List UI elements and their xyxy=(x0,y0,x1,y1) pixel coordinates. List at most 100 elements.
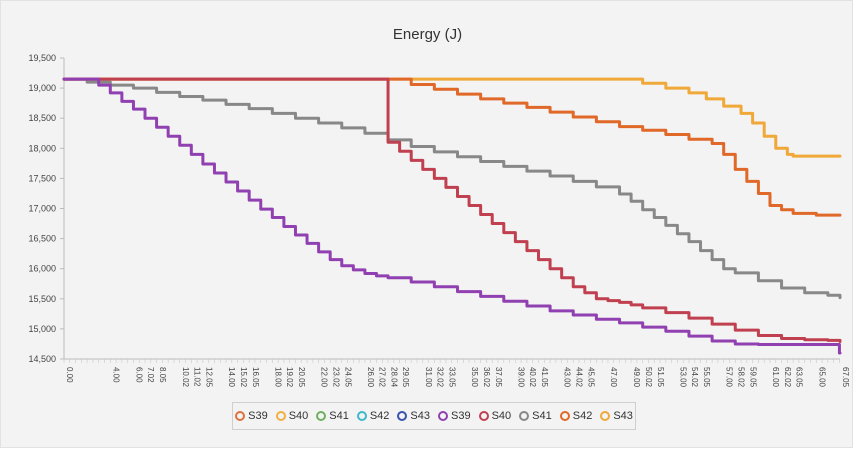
x-tick-label: 36.02 xyxy=(482,367,491,388)
x-tick-label: 6.00 xyxy=(134,367,143,383)
x-tick-label: 63.05 xyxy=(795,367,804,388)
legend-item[interactable]: S39 xyxy=(438,410,471,422)
legend-item[interactable]: S41 xyxy=(519,410,552,422)
x-tick-label: 4.00 xyxy=(111,367,120,383)
legend-item[interactable]: S41 xyxy=(316,410,349,422)
x-tick-label: 41.05 xyxy=(540,367,549,388)
x-tick-label: 37.05 xyxy=(494,367,503,388)
legend-marker-icon xyxy=(397,411,408,421)
legend-item[interactable]: S42 xyxy=(559,410,593,422)
legend-item[interactable]: S42 xyxy=(356,410,390,422)
legend-marker-icon xyxy=(275,411,286,421)
x-tick-label: 7.02 xyxy=(146,367,155,383)
x-tick-label: 51.05 xyxy=(656,367,665,388)
legend-label: S43 xyxy=(613,410,633,422)
legend-item[interactable]: S40 xyxy=(275,410,309,422)
y-tick-label: 18,500 xyxy=(28,113,56,123)
x-tick-label: 20.05 xyxy=(297,367,306,388)
x-tick-label: 33.05 xyxy=(448,367,457,388)
x-tick-label: 23.02 xyxy=(331,367,340,388)
legend-marker-icon xyxy=(356,411,367,421)
series-line-s41 xyxy=(62,77,842,300)
legend-label: S41 xyxy=(329,410,349,422)
x-tick-label: 55.05 xyxy=(702,367,711,388)
y-tick-label: 18,000 xyxy=(28,143,56,153)
x-tick-label: 65.00 xyxy=(817,367,826,388)
x-tick-label: 67.05 xyxy=(841,367,850,388)
legend-item[interactable]: S43 xyxy=(600,410,633,422)
legend-label: S42 xyxy=(369,410,390,422)
x-tick-label: 40.02 xyxy=(528,367,537,388)
x-tick-label: 62.02 xyxy=(783,367,792,388)
x-tick-label: 49.00 xyxy=(632,367,641,388)
y-tick-label: 17,000 xyxy=(28,204,56,214)
x-tick-label: 0.00 xyxy=(65,367,74,383)
legend-label: S39 xyxy=(451,410,471,422)
legend-marker-icon xyxy=(519,411,530,421)
x-tick-label: 61.00 xyxy=(771,367,780,388)
x-tick-label: 27.02 xyxy=(378,367,387,388)
series-line-s42 xyxy=(62,77,842,217)
x-tick-label: 29.05 xyxy=(401,367,410,388)
chart-title: Energy (J) xyxy=(392,26,463,43)
x-tick-label: 28.04 xyxy=(390,367,399,388)
x-tick-label: 19.02 xyxy=(285,367,294,388)
y-tick-label: 19,000 xyxy=(28,83,56,93)
x-tick-label: 16.05 xyxy=(251,367,260,388)
x-tick-label: 22.00 xyxy=(320,367,329,388)
y-tick-label: 14,500 xyxy=(28,354,56,364)
legend-label: S40 xyxy=(491,410,512,422)
legend-item[interactable]: S43 xyxy=(397,410,430,422)
chart-legend: S39 S40 S41 S42 S43 S39 S40 S41 S42 S43 xyxy=(232,402,636,430)
x-tick-label: 26.00 xyxy=(366,367,375,388)
legend-item[interactable]: S40 xyxy=(478,410,512,422)
x-tick-label: 14.00 xyxy=(227,367,236,388)
y-tick-label: 15,500 xyxy=(28,294,56,304)
x-tick-label: 43.00 xyxy=(563,367,572,388)
x-tick-label: 15.02 xyxy=(239,367,248,388)
y-tick-label: 19,500 xyxy=(28,53,56,63)
series-line-s39 xyxy=(62,77,842,355)
x-tick-label: 50.02 xyxy=(644,367,653,388)
legend-marker-icon xyxy=(235,411,246,421)
legend-label: S40 xyxy=(288,410,309,422)
x-tick-label: 39.00 xyxy=(516,367,525,388)
x-tick-label: 53.00 xyxy=(678,367,687,388)
legend-label: S43 xyxy=(410,410,430,422)
chart-series xyxy=(62,77,842,355)
x-tick-label: 24.05 xyxy=(343,367,352,388)
x-tick-label: 57.00 xyxy=(725,367,734,388)
x-tick-label: 35.00 xyxy=(470,367,479,388)
x-tick-label: 45.05 xyxy=(586,367,595,388)
legend-marker-icon xyxy=(600,411,611,421)
series-line-s40 xyxy=(62,77,842,344)
legend-marker-icon xyxy=(478,411,489,421)
y-tick-label: 15,000 xyxy=(28,324,56,334)
x-tick-label: 11.02 xyxy=(193,367,202,387)
x-tick-label: 59.05 xyxy=(748,367,757,388)
legend-label: S42 xyxy=(572,410,593,422)
x-tick-label: 8.05 xyxy=(158,367,167,383)
x-tick-label: 31.00 xyxy=(424,367,433,388)
y-tick-label: 17,500 xyxy=(28,173,56,183)
series-line-s43 xyxy=(62,77,842,158)
legend-marker-icon xyxy=(438,411,448,421)
x-tick-label: 58.02 xyxy=(736,367,745,388)
x-tick-label: 18.00 xyxy=(273,367,282,388)
x-tick-label: 44.02 xyxy=(574,367,583,388)
y-tick-label: 16,000 xyxy=(28,264,56,274)
y-tick-label: 16,500 xyxy=(28,234,56,244)
legend-label: S39 xyxy=(248,410,268,422)
x-tick-label: 12.05 xyxy=(204,367,213,388)
legend-item[interactable]: S39 xyxy=(235,410,268,422)
chart-axes: 19,500 19,000 18,500 18,000 17,500 17,000 16,5… xyxy=(28,53,850,388)
x-tick-label: 32.02 xyxy=(436,367,445,388)
legend-marker-icon xyxy=(559,411,570,421)
x-tick-label: 54.02 xyxy=(690,367,699,388)
x-tick-label: 10.02 xyxy=(181,367,190,388)
legend-label: S41 xyxy=(532,410,552,422)
legend-marker-icon xyxy=(316,411,327,421)
x-tick-label: 47.00 xyxy=(609,367,618,388)
